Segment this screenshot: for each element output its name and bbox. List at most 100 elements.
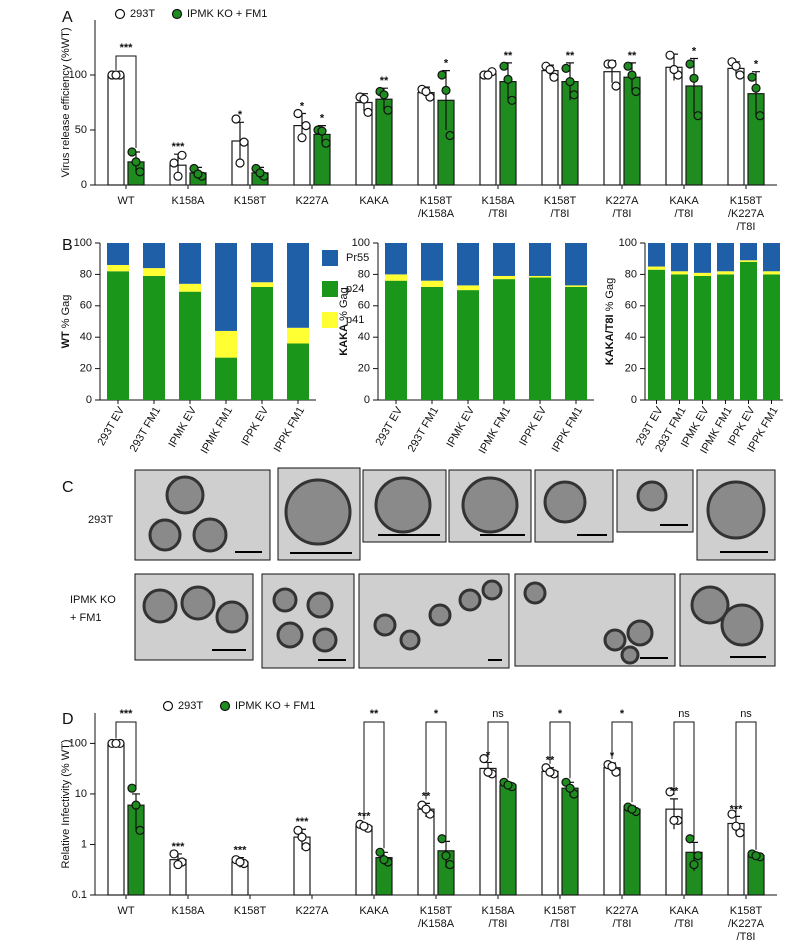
bar-segment xyxy=(215,243,237,331)
bar-segment xyxy=(648,243,665,267)
data-point xyxy=(235,857,245,867)
x-tick-label: K158T xyxy=(420,195,453,207)
y-tick-label: 40 xyxy=(625,331,637,343)
bar-segment xyxy=(421,286,443,400)
bracket xyxy=(549,721,571,779)
virion xyxy=(399,629,421,651)
virion xyxy=(720,603,764,647)
virion xyxy=(603,628,627,652)
bracket xyxy=(425,721,447,838)
virion xyxy=(543,480,587,524)
x-tick-label: /K158A xyxy=(418,208,455,220)
bar-segment xyxy=(694,272,711,276)
virion xyxy=(690,585,730,625)
bracket-label: *** xyxy=(120,708,134,720)
data-point xyxy=(193,169,203,179)
data-point xyxy=(135,825,145,835)
data-point xyxy=(623,61,633,71)
data-point xyxy=(689,859,699,870)
data-point xyxy=(545,64,555,75)
bar xyxy=(107,74,125,186)
bar-segment xyxy=(763,243,780,272)
bar xyxy=(417,808,435,896)
x-tick-label: KAKA xyxy=(359,905,389,917)
x-tick-label: KAKA xyxy=(359,195,389,207)
bar-segment xyxy=(107,264,129,272)
bracket-label: * xyxy=(620,708,625,720)
y-axis-label: KAKA/T8I % Gag xyxy=(604,278,616,365)
bar xyxy=(107,742,125,896)
data-point xyxy=(483,767,493,777)
data-point xyxy=(631,86,641,97)
bar-segment xyxy=(694,243,711,273)
data-point xyxy=(441,851,451,861)
significance: ** xyxy=(628,50,637,62)
bar-segment xyxy=(565,285,587,287)
bar-segment xyxy=(251,286,273,400)
y-axis-label-bold: KAKA xyxy=(338,324,350,356)
x-tick-label: KAKA xyxy=(669,905,699,917)
x-tick-label: IPPK FM1 xyxy=(550,405,585,454)
x-tick-label: 293T FM1 xyxy=(128,405,163,454)
data-point xyxy=(731,61,741,71)
bar xyxy=(623,808,641,896)
virion xyxy=(284,478,352,546)
data-point xyxy=(445,130,455,141)
data-point xyxy=(169,158,179,168)
bar-segment xyxy=(179,291,201,400)
micrograph xyxy=(261,573,355,669)
legend-marker xyxy=(162,700,174,712)
x-tick-label: K158A xyxy=(481,195,515,207)
significance: * xyxy=(692,45,697,57)
legend-label: 293T xyxy=(178,700,203,712)
bar-segment xyxy=(529,243,551,276)
data-point xyxy=(231,114,241,124)
y-tick-label: 50 xyxy=(75,124,87,136)
virion xyxy=(620,645,640,665)
y-tick-label: 40 xyxy=(358,331,370,343)
significance: ** xyxy=(504,50,513,62)
bar-segment xyxy=(565,243,587,286)
data-point xyxy=(421,86,431,97)
bar-segment xyxy=(251,282,273,287)
data-point xyxy=(173,859,183,870)
bracket xyxy=(735,721,757,850)
data-point xyxy=(317,126,327,136)
data-point xyxy=(437,834,447,844)
data-point xyxy=(693,851,703,861)
y-tick-label: 1 xyxy=(81,838,87,850)
legend-label: Pr55 xyxy=(346,252,369,264)
bar-segment xyxy=(287,327,309,344)
x-tick-label: IPMK EV xyxy=(444,404,477,449)
bracket-label: * xyxy=(558,708,563,720)
data-point xyxy=(507,95,517,105)
y-tick-label: 0 xyxy=(631,394,637,406)
panel-label: B xyxy=(62,237,73,254)
bar xyxy=(541,69,559,186)
bar-segment xyxy=(763,274,780,400)
bracket-label: ns xyxy=(678,708,690,720)
data-point xyxy=(669,64,679,75)
data-point xyxy=(755,111,765,121)
data-point xyxy=(359,821,369,831)
x-tick-label: K158T xyxy=(544,195,577,207)
bar-segment xyxy=(717,271,734,275)
x-tick-label: K158T xyxy=(234,905,267,917)
bar xyxy=(479,767,497,896)
data-point xyxy=(111,70,121,80)
bar-segment xyxy=(457,290,479,400)
row-label: 293T xyxy=(88,514,113,526)
data-point xyxy=(375,847,385,857)
bar xyxy=(665,66,683,186)
data-point xyxy=(293,825,303,835)
bar-segment xyxy=(107,243,129,265)
legend-label: IPMK KO + FM1 xyxy=(187,8,267,20)
bar-segment xyxy=(565,286,587,400)
data-point xyxy=(441,85,451,96)
virion xyxy=(374,476,432,534)
x-tick-label: /T8I xyxy=(551,208,570,220)
bar-segment xyxy=(529,275,551,278)
y-axis-label: KAKA % Gag xyxy=(338,287,350,355)
significance: *** xyxy=(296,816,310,828)
bar-segment xyxy=(493,243,515,276)
